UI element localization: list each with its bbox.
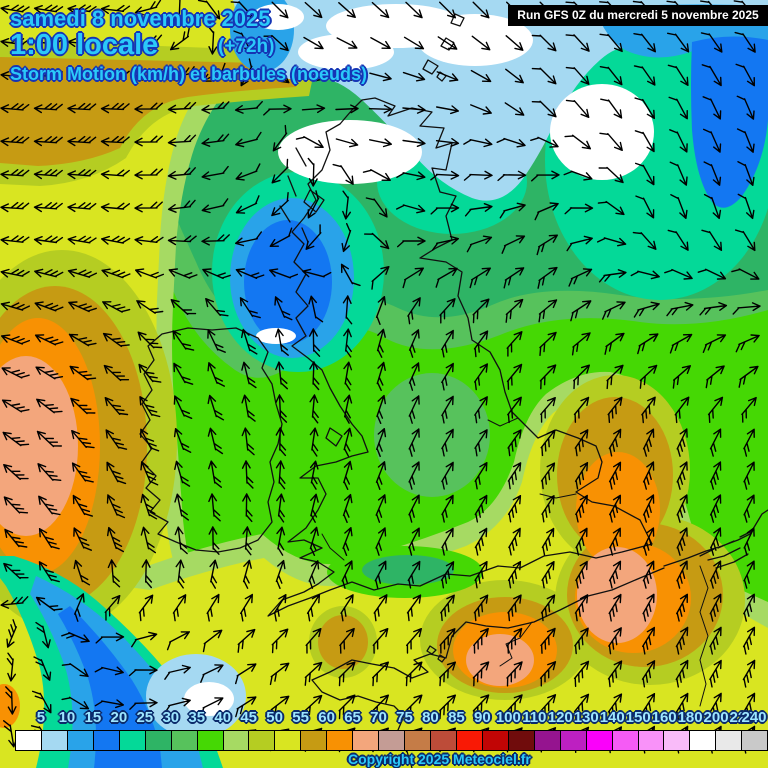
scale-cell — [431, 731, 457, 750]
scale-tick-label: 25 — [136, 709, 154, 726]
scale-cell — [534, 731, 561, 750]
forecast-offset-label: (+72h) — [218, 36, 275, 57]
time-title: 1:00 locale — [10, 29, 159, 61]
scale-cell — [93, 731, 120, 750]
scale-cell — [379, 731, 406, 750]
scale-cell — [145, 731, 172, 750]
coast-channel-islands — [426, 645, 446, 663]
scale-tick-label: 100 — [495, 709, 521, 726]
scale-cell — [482, 731, 509, 750]
scale-tick-label: 120 — [547, 709, 573, 726]
scale-tick-label: 70 — [370, 709, 387, 726]
scale-tick-label: 130 — [573, 709, 599, 726]
scale-tick-label: 30 — [162, 709, 180, 726]
copyright-label: Copyright 2025 Meteociel.fr — [348, 751, 531, 767]
river-severn — [321, 533, 345, 561]
scale-cell — [508, 731, 535, 750]
date-title: samedi 8 novembre 2025 — [10, 6, 271, 31]
scale-tick-label: 5 — [36, 709, 46, 726]
scale-tick-label: 90 — [474, 709, 491, 726]
river-thames — [539, 493, 577, 499]
scale-cell — [275, 731, 302, 750]
scale-tick-label: 200 — [703, 709, 729, 726]
scale-cell — [638, 731, 665, 750]
scale-tick-label: 10 — [58, 709, 76, 726]
scale-tick-label: 220 — [729, 709, 755, 726]
scale-tick-label: 15 — [84, 709, 102, 726]
scale-tick-label: 60 — [318, 709, 335, 726]
scale-cell — [586, 731, 613, 750]
coast-shetland — [422, 13, 465, 82]
scale-tick-label: 35 — [188, 709, 206, 726]
scale-cell — [690, 731, 717, 750]
scale-tick-label: 50 — [266, 709, 283, 726]
scale-tick-label: 45 — [240, 709, 258, 726]
wind-speed-scale — [15, 730, 768, 751]
river-seine — [499, 621, 533, 667]
scale-cell — [171, 731, 198, 750]
scale-cell — [197, 731, 224, 750]
scale-cell — [560, 731, 587, 750]
coast-great-britain — [267, 97, 653, 617]
scale-cell — [456, 731, 483, 750]
scale-cell — [301, 731, 328, 750]
scale-cell — [223, 731, 250, 750]
scale-cell — [405, 731, 431, 750]
coast-isle-of-man — [325, 427, 343, 447]
scale-cell — [249, 731, 276, 750]
scale-tick-label: 85 — [448, 709, 465, 726]
scale-cell — [664, 731, 691, 750]
scale-cell — [327, 731, 354, 750]
scale-tick-label: 75 — [396, 709, 413, 726]
scale-cell — [41, 731, 68, 750]
river-meuse — [699, 565, 709, 707]
coast-netherlands — [663, 509, 768, 569]
scale-tick-label: 65 — [344, 709, 361, 726]
scale-tick-label: 110 — [522, 709, 547, 726]
scale-cell — [612, 731, 639, 750]
coast-ireland — [139, 327, 283, 553]
river-humber — [487, 417, 519, 427]
scale-tick-label: 140 — [599, 709, 625, 726]
scale-tick-label: 55 — [292, 709, 309, 726]
scale-cell — [353, 731, 380, 750]
scale-tick-label: 80 — [422, 709, 439, 726]
scale-tick-label: 150 — [625, 709, 651, 726]
map-subtitle: Storm Motion (km/h) et barbules (noeuds) — [10, 64, 368, 84]
scale-tick-label: 20 — [110, 709, 128, 726]
wind-barbs-layer — [0, 0, 761, 754]
scale-tick-label: 40 — [214, 709, 232, 726]
scale-tick-label: 160 — [651, 709, 677, 726]
scale-tick-label: 180 — [677, 709, 703, 726]
coast-hebrides — [279, 147, 325, 243]
scale-cell — [16, 731, 42, 750]
scale-cell — [716, 731, 743, 750]
scale-tick-label: 240 — [741, 709, 767, 726]
scale-cell — [67, 731, 94, 750]
scale-cell — [742, 731, 768, 750]
model-run-banner: Run GFS 0Z du mercredi 5 novembre 2025 — [508, 5, 768, 26]
scale-cell — [119, 731, 146, 750]
